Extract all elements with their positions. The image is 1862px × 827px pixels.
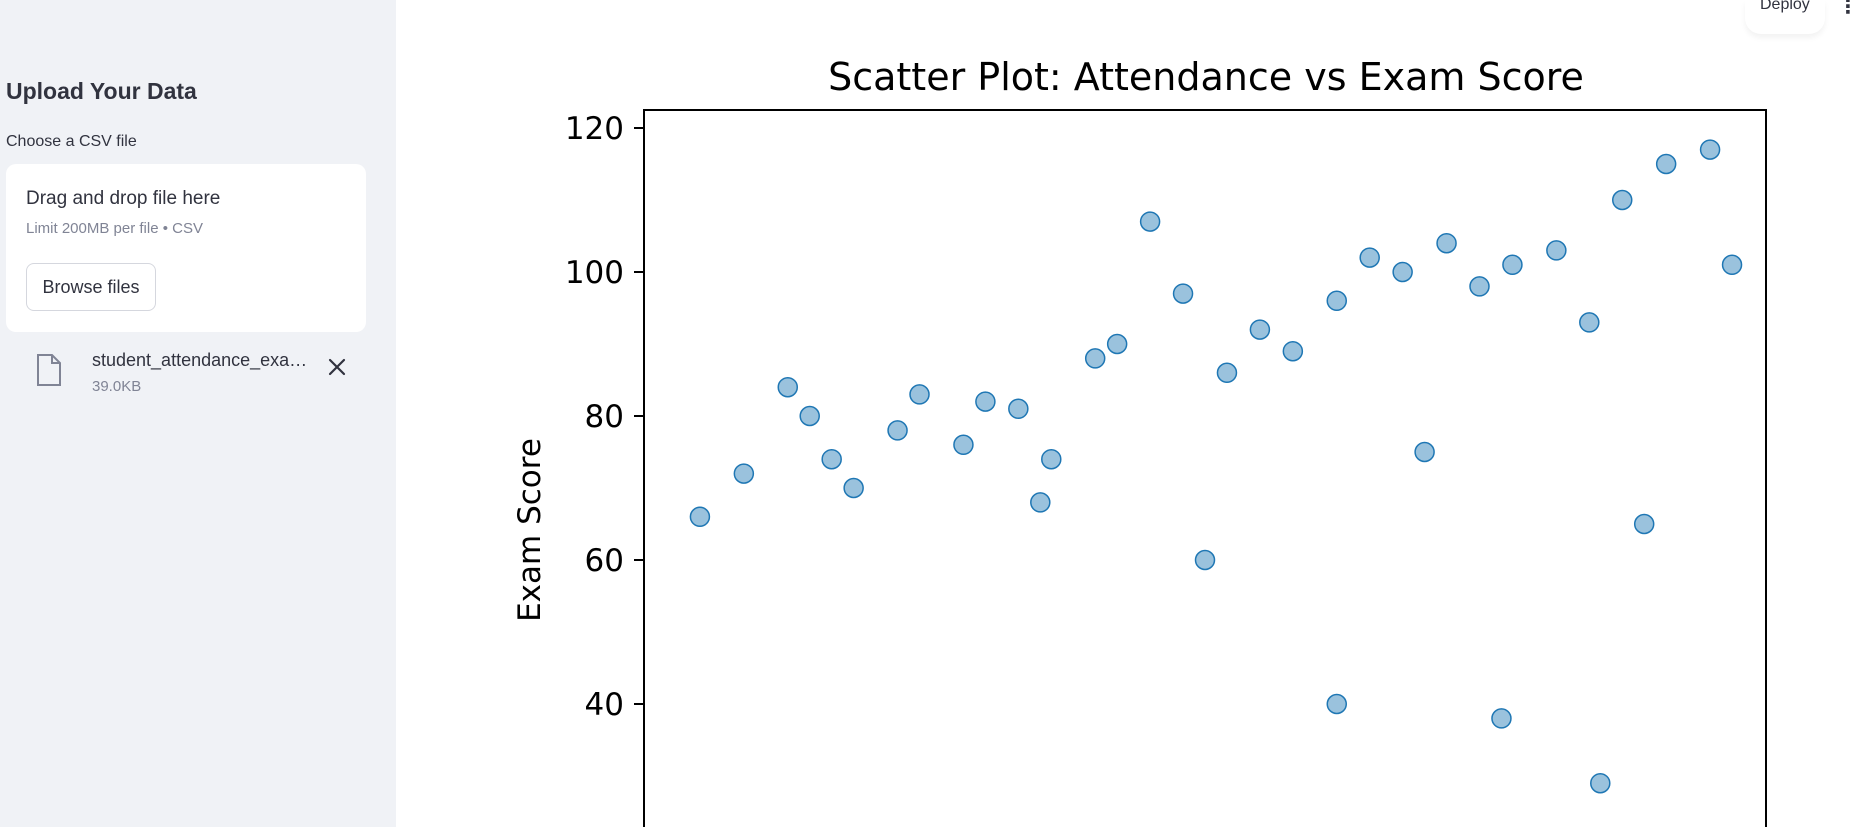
scatter-point xyxy=(1590,772,1611,794)
scatter-point xyxy=(1436,232,1457,254)
plot-area xyxy=(643,109,1767,827)
scatter-point xyxy=(1041,448,1062,470)
scatter-point xyxy=(799,405,820,427)
scatter-point xyxy=(1579,312,1600,333)
close-icon xyxy=(328,358,346,376)
browse-files-button[interactable]: Browse files xyxy=(26,263,156,311)
y-axis-label: Exam Score xyxy=(512,438,548,622)
scatter-point xyxy=(975,391,996,412)
scatter-chart: Scatter Plot: Attendance vs Exam Score E… xyxy=(512,55,1767,827)
y-tick-label: 60 xyxy=(585,543,624,579)
scatter-point xyxy=(1326,693,1348,715)
scatter-point xyxy=(1655,153,1677,175)
file-dropzone[interactable]: Drag and drop file here Limit 200MB per … xyxy=(6,164,366,332)
scatter-point xyxy=(821,448,842,470)
deploy-button[interactable]: Deploy xyxy=(1760,0,1810,13)
scatter-point xyxy=(1611,189,1633,211)
scatter-point xyxy=(1139,211,1161,232)
scatter-point xyxy=(1106,333,1128,355)
chart-title: Scatter Plot: Attendance vs Exam Score xyxy=(828,55,1584,99)
file-icon xyxy=(37,354,61,386)
scatter-point xyxy=(777,376,799,398)
scatter-point xyxy=(887,420,908,441)
dropzone-title: Drag and drop file here xyxy=(26,188,221,209)
y-tick-label: 120 xyxy=(565,111,624,147)
y-tick-label: 40 xyxy=(585,687,624,723)
scatter-point xyxy=(1721,254,1743,276)
scatter-point xyxy=(1194,549,1216,571)
scatter-point xyxy=(1084,348,1106,369)
scatter-point xyxy=(1502,254,1523,276)
uploaded-file-item: student_attendance_exam_scores.csv 39.0K… xyxy=(30,350,360,400)
more-vert-icon[interactable]: ⋮ xyxy=(1838,0,1858,18)
scatter-point xyxy=(1469,276,1490,297)
scatter-point xyxy=(1414,441,1435,463)
scatter-point xyxy=(1030,492,1051,513)
file-name: student_attendance_exam_scores.csv xyxy=(92,350,322,370)
scatter-point xyxy=(1359,247,1380,268)
uploader-label: Choose a CSV file xyxy=(6,133,137,150)
remove-file-button[interactable] xyxy=(322,352,352,382)
scatter-point xyxy=(843,477,864,499)
sidebar: Upload Your Data Choose a CSV file Drag … xyxy=(0,0,396,827)
sidebar-title: Upload Your Data xyxy=(6,78,197,104)
scatter-point xyxy=(1326,290,1348,312)
dropzone-limit: Limit 200MB per file • CSV xyxy=(26,220,203,237)
file-size: 39.0KB xyxy=(92,378,142,395)
scatter-point xyxy=(953,434,974,456)
y-tick-label: 80 xyxy=(585,399,624,435)
scatter-point xyxy=(1249,319,1271,340)
scatter-point xyxy=(1216,362,1238,384)
scatter-point xyxy=(689,506,711,528)
scatter-point xyxy=(1491,708,1512,729)
scatter-point xyxy=(1008,398,1029,420)
scatter-point xyxy=(1699,139,1721,160)
y-tick-label: 100 xyxy=(565,255,624,291)
scatter-point xyxy=(1172,283,1194,304)
scatter-point xyxy=(1392,261,1413,283)
scatter-point xyxy=(1546,240,1567,261)
scatter-point xyxy=(733,463,755,484)
scatter-point xyxy=(1282,340,1304,362)
scatter-point xyxy=(1633,513,1655,535)
scatter-point xyxy=(909,384,930,405)
